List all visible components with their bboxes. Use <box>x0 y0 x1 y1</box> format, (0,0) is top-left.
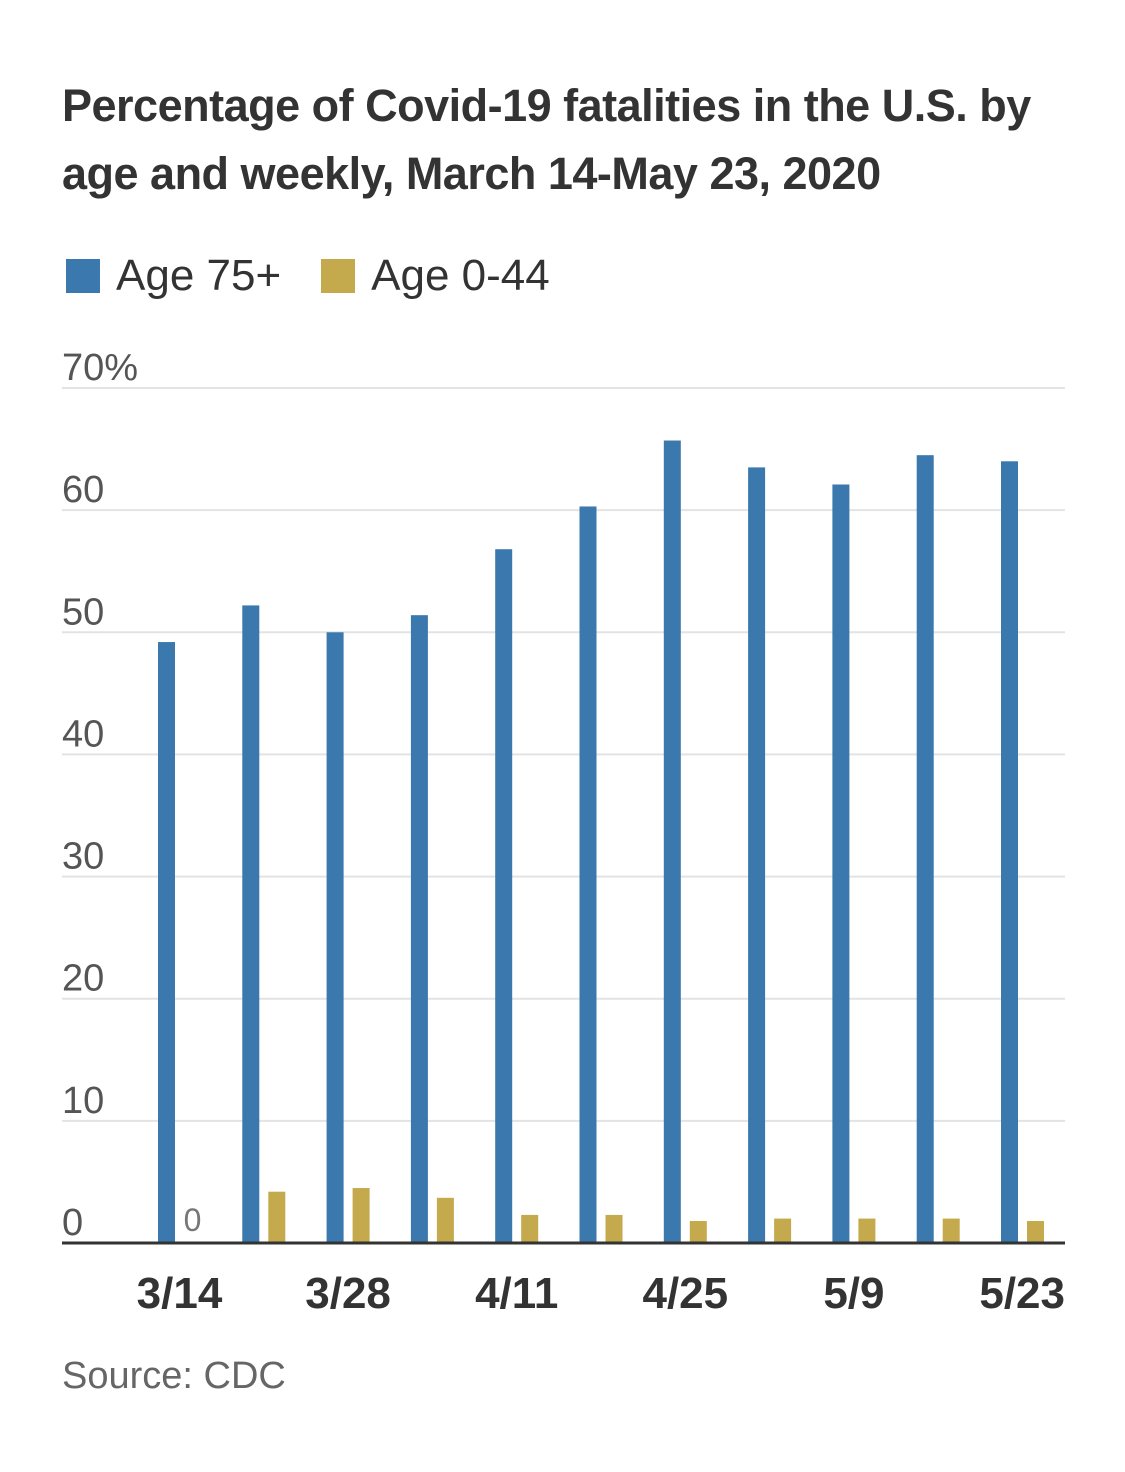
x-tick-label-3-14: 3/14 <box>137 1269 223 1318</box>
x-tick-label-5-23: 5/23 <box>979 1269 1065 1318</box>
y-tick-label-30: 30 <box>62 836 104 878</box>
bar-age-0-44-5-9 <box>858 1218 876 1243</box>
legend-label-age-0-44: Age 0-44 <box>371 251 550 300</box>
y-tick-label-60: 60 <box>62 469 104 511</box>
y-tick-label-0: 0 <box>62 1202 83 1244</box>
x-tick-label-4-11: 4/11 <box>475 1269 558 1318</box>
bar-age-75-3-21 <box>242 605 260 1243</box>
bar-chart: 0 10 20 30 40 50 60 70% 0 3/14 3/28 4/11 4/25 5/9 5/23 <box>62 347 1065 1318</box>
legend-swatch-age-75-plus <box>66 259 100 293</box>
bar-age-75-5-9 <box>832 484 850 1243</box>
legend-item-age-0-44: Age 0-44 <box>321 251 550 301</box>
y-tick-label-20: 20 <box>62 958 104 1000</box>
chart-title: Percentage of Covid-19 fatalities in the… <box>62 80 1031 199</box>
bar-age-0-44-3-28 <box>352 1188 370 1243</box>
bar-age-75-5-23 <box>1001 461 1018 1243</box>
legend-item-age-75-plus: Age 75+ <box>66 251 281 301</box>
legend-swatch-age-0-44 <box>321 259 356 293</box>
source-note: Source: CDC <box>62 1355 286 1397</box>
bar-age-75-5-2 <box>748 467 766 1244</box>
y-tick-label-10: 10 <box>62 1080 104 1122</box>
bar-age-0-44-3-21 <box>268 1191 286 1243</box>
bar-age-0-44-5-23 <box>1027 1221 1044 1243</box>
bar-age-75-3-14 <box>158 642 175 1243</box>
bar-age-0-44-4-11 <box>521 1214 539 1243</box>
bar-age-0-44-4-18 <box>605 1214 623 1243</box>
bar-age-0-44-5-2 <box>774 1218 792 1243</box>
bar-age-0-44-4-4 <box>436 1197 454 1243</box>
y-tick-label-70: 70% <box>62 347 138 389</box>
chart-legend: Age 75+ Age 0-44 <box>66 250 590 302</box>
x-tick-label-3-28: 3/28 <box>305 1269 391 1318</box>
x-tick-label-4-25: 4/25 <box>642 1269 728 1318</box>
bar-age-0-44-4-25 <box>689 1221 707 1243</box>
y-tick-label-50: 50 <box>62 591 104 633</box>
data-label-zero: 0 <box>184 1202 202 1238</box>
bar-age-75-5-16 <box>916 455 934 1243</box>
y-tick-label-40: 40 <box>62 713 104 755</box>
x-tick-label-5-9: 5/9 <box>823 1269 884 1318</box>
bar-age-75-4-4 <box>410 615 428 1243</box>
bar-age-75-4-11 <box>495 549 513 1243</box>
bar-age-0-44-5-16 <box>942 1218 960 1243</box>
bar-age-75-4-25 <box>663 440 681 1243</box>
bar-age-75-4-18 <box>579 506 597 1243</box>
legend-label-age-75-plus: Age 75+ <box>116 251 282 300</box>
bar-age-75-3-28 <box>326 632 344 1243</box>
